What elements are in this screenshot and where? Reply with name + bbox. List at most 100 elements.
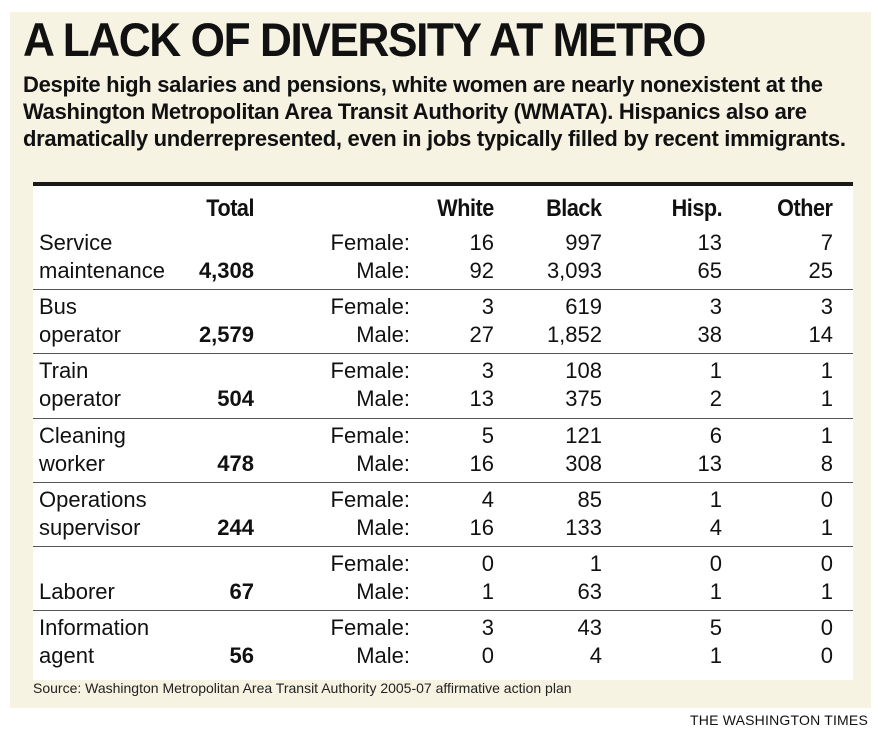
job-title-line-1: Information	[39, 615, 150, 641]
female-other-value: 3	[820, 294, 833, 320]
job-title-line-2: operator	[39, 322, 121, 348]
female-gender-label: Female:	[330, 230, 410, 255]
job-title-line-1: Train	[39, 358, 89, 384]
male-black-value: 4	[589, 643, 602, 669]
female-gender-label: Female:	[330, 615, 410, 641]
male-gender-label: Male:	[356, 386, 410, 412]
female-hisp-value: 1	[709, 358, 722, 384]
total-value: 504	[217, 386, 254, 412]
job-title-line-1: Operations	[39, 486, 147, 512]
male-gender-label: Male:	[356, 322, 410, 348]
female-hisp-value: 5	[709, 615, 722, 641]
male-hisp-value: 1	[709, 643, 722, 669]
male-white-value: 16	[469, 450, 494, 476]
job-title-line-2: maintenance	[39, 258, 165, 283]
male-hisp-value: 4	[709, 514, 722, 540]
row-divider	[33, 546, 853, 547]
female-gender-label: Female:	[330, 358, 410, 384]
female-hisp-value: 13	[697, 230, 722, 255]
male-white-value: 1	[481, 579, 494, 604]
job-title-line-1: Cleaning	[39, 422, 126, 448]
total-value: 244	[217, 514, 254, 540]
male-hisp-value: 13	[697, 450, 722, 476]
female-black-value: 619	[565, 294, 602, 320]
male-black-value: 1,852	[546, 322, 602, 348]
male-gender-label: Male:	[356, 579, 410, 604]
female-gender-label: Female:	[330, 422, 410, 448]
male-hisp-value: 2	[709, 386, 722, 412]
female-hisp-value: 6	[709, 422, 722, 448]
total-value: 67	[229, 579, 254, 604]
male-white-value: 13	[469, 386, 494, 412]
male-hisp-value: 38	[697, 322, 722, 348]
female-black-value: 108	[565, 358, 602, 384]
female-other-value: 0	[820, 615, 833, 641]
male-other-value: 14	[808, 322, 833, 348]
source-note: Source: Washington Metropolitan Area Tra…	[33, 680, 572, 696]
female-gender-label: Female:	[330, 294, 410, 320]
total-value: 478	[217, 450, 254, 476]
female-hisp-value: 3	[709, 294, 722, 320]
female-other-value: 0	[820, 551, 833, 576]
male-black-value: 308	[565, 450, 602, 476]
row-divider	[33, 289, 853, 291]
female-white-value: 3	[481, 358, 494, 384]
male-black-value: 3,093	[546, 258, 602, 283]
male-gender-label: Male:	[356, 450, 410, 476]
female-white-value: 3	[481, 615, 494, 641]
female-white-value: 3	[481, 294, 494, 320]
total-value: 2,579	[198, 322, 254, 348]
column-header-other: Other	[777, 195, 834, 222]
male-other-value: 1	[820, 386, 833, 412]
female-white-value: 16	[469, 230, 494, 255]
female-black-value: 43	[577, 615, 602, 641]
female-white-value: 5	[481, 422, 494, 448]
male-other-value: 1	[820, 514, 833, 540]
graphic-title: A LACK OF DIVERSITY AT METRO	[23, 13, 707, 66]
header-rule	[33, 182, 853, 186]
male-white-value: 0	[481, 643, 494, 669]
female-gender-label: Female:	[330, 551, 410, 576]
column-header-total: Total	[206, 195, 254, 222]
female-gender-label: Female:	[330, 486, 410, 512]
male-gender-label: Male:	[356, 643, 410, 669]
male-gender-label: Male:	[356, 258, 410, 283]
male-other-value: 1	[820, 579, 833, 604]
female-other-value: 7	[820, 230, 833, 255]
female-white-value: 4	[481, 486, 494, 512]
male-other-value: 25	[808, 258, 833, 283]
job-title-line-1: Bus	[39, 294, 77, 320]
male-hisp-value: 1	[709, 579, 722, 604]
female-hisp-value: 0	[709, 551, 722, 576]
female-black-value: 997	[565, 230, 602, 255]
female-black-value: 85	[577, 486, 602, 512]
male-black-value: 63	[577, 579, 602, 604]
row-divider	[33, 417, 853, 419]
male-black-value: 133	[565, 514, 602, 540]
total-value: 4,308	[198, 258, 254, 283]
job-title-line-1: Service	[39, 230, 113, 255]
male-black-value: 375	[565, 386, 602, 412]
male-white-value: 16	[469, 514, 494, 540]
graphic-subtitle: Despite high salaries and pensions, whit…	[23, 72, 846, 151]
job-title-line-2: operator	[39, 386, 121, 412]
male-other-value: 0	[820, 643, 833, 669]
row-divider	[33, 353, 853, 355]
male-other-value: 8	[820, 450, 833, 476]
column-header-white: White	[437, 195, 494, 222]
column-header-black: Black	[546, 195, 603, 222]
female-white-value: 0	[481, 551, 494, 576]
column-header-hisp: Hisp.	[671, 195, 722, 222]
total-value: 56	[229, 643, 254, 669]
female-black-value: 121	[565, 422, 602, 448]
job-title-line-2: worker	[39, 450, 106, 476]
job-title-line-2: agent	[39, 643, 95, 669]
job-title-line-2: Laborer	[39, 579, 115, 604]
male-white-value: 27	[469, 322, 494, 348]
female-other-value: 0	[820, 486, 833, 512]
data-table	[33, 186, 853, 680]
row-divider	[33, 481, 853, 483]
female-other-value: 1	[820, 358, 833, 384]
male-hisp-value: 65	[697, 258, 722, 283]
male-gender-label: Male:	[356, 514, 410, 540]
